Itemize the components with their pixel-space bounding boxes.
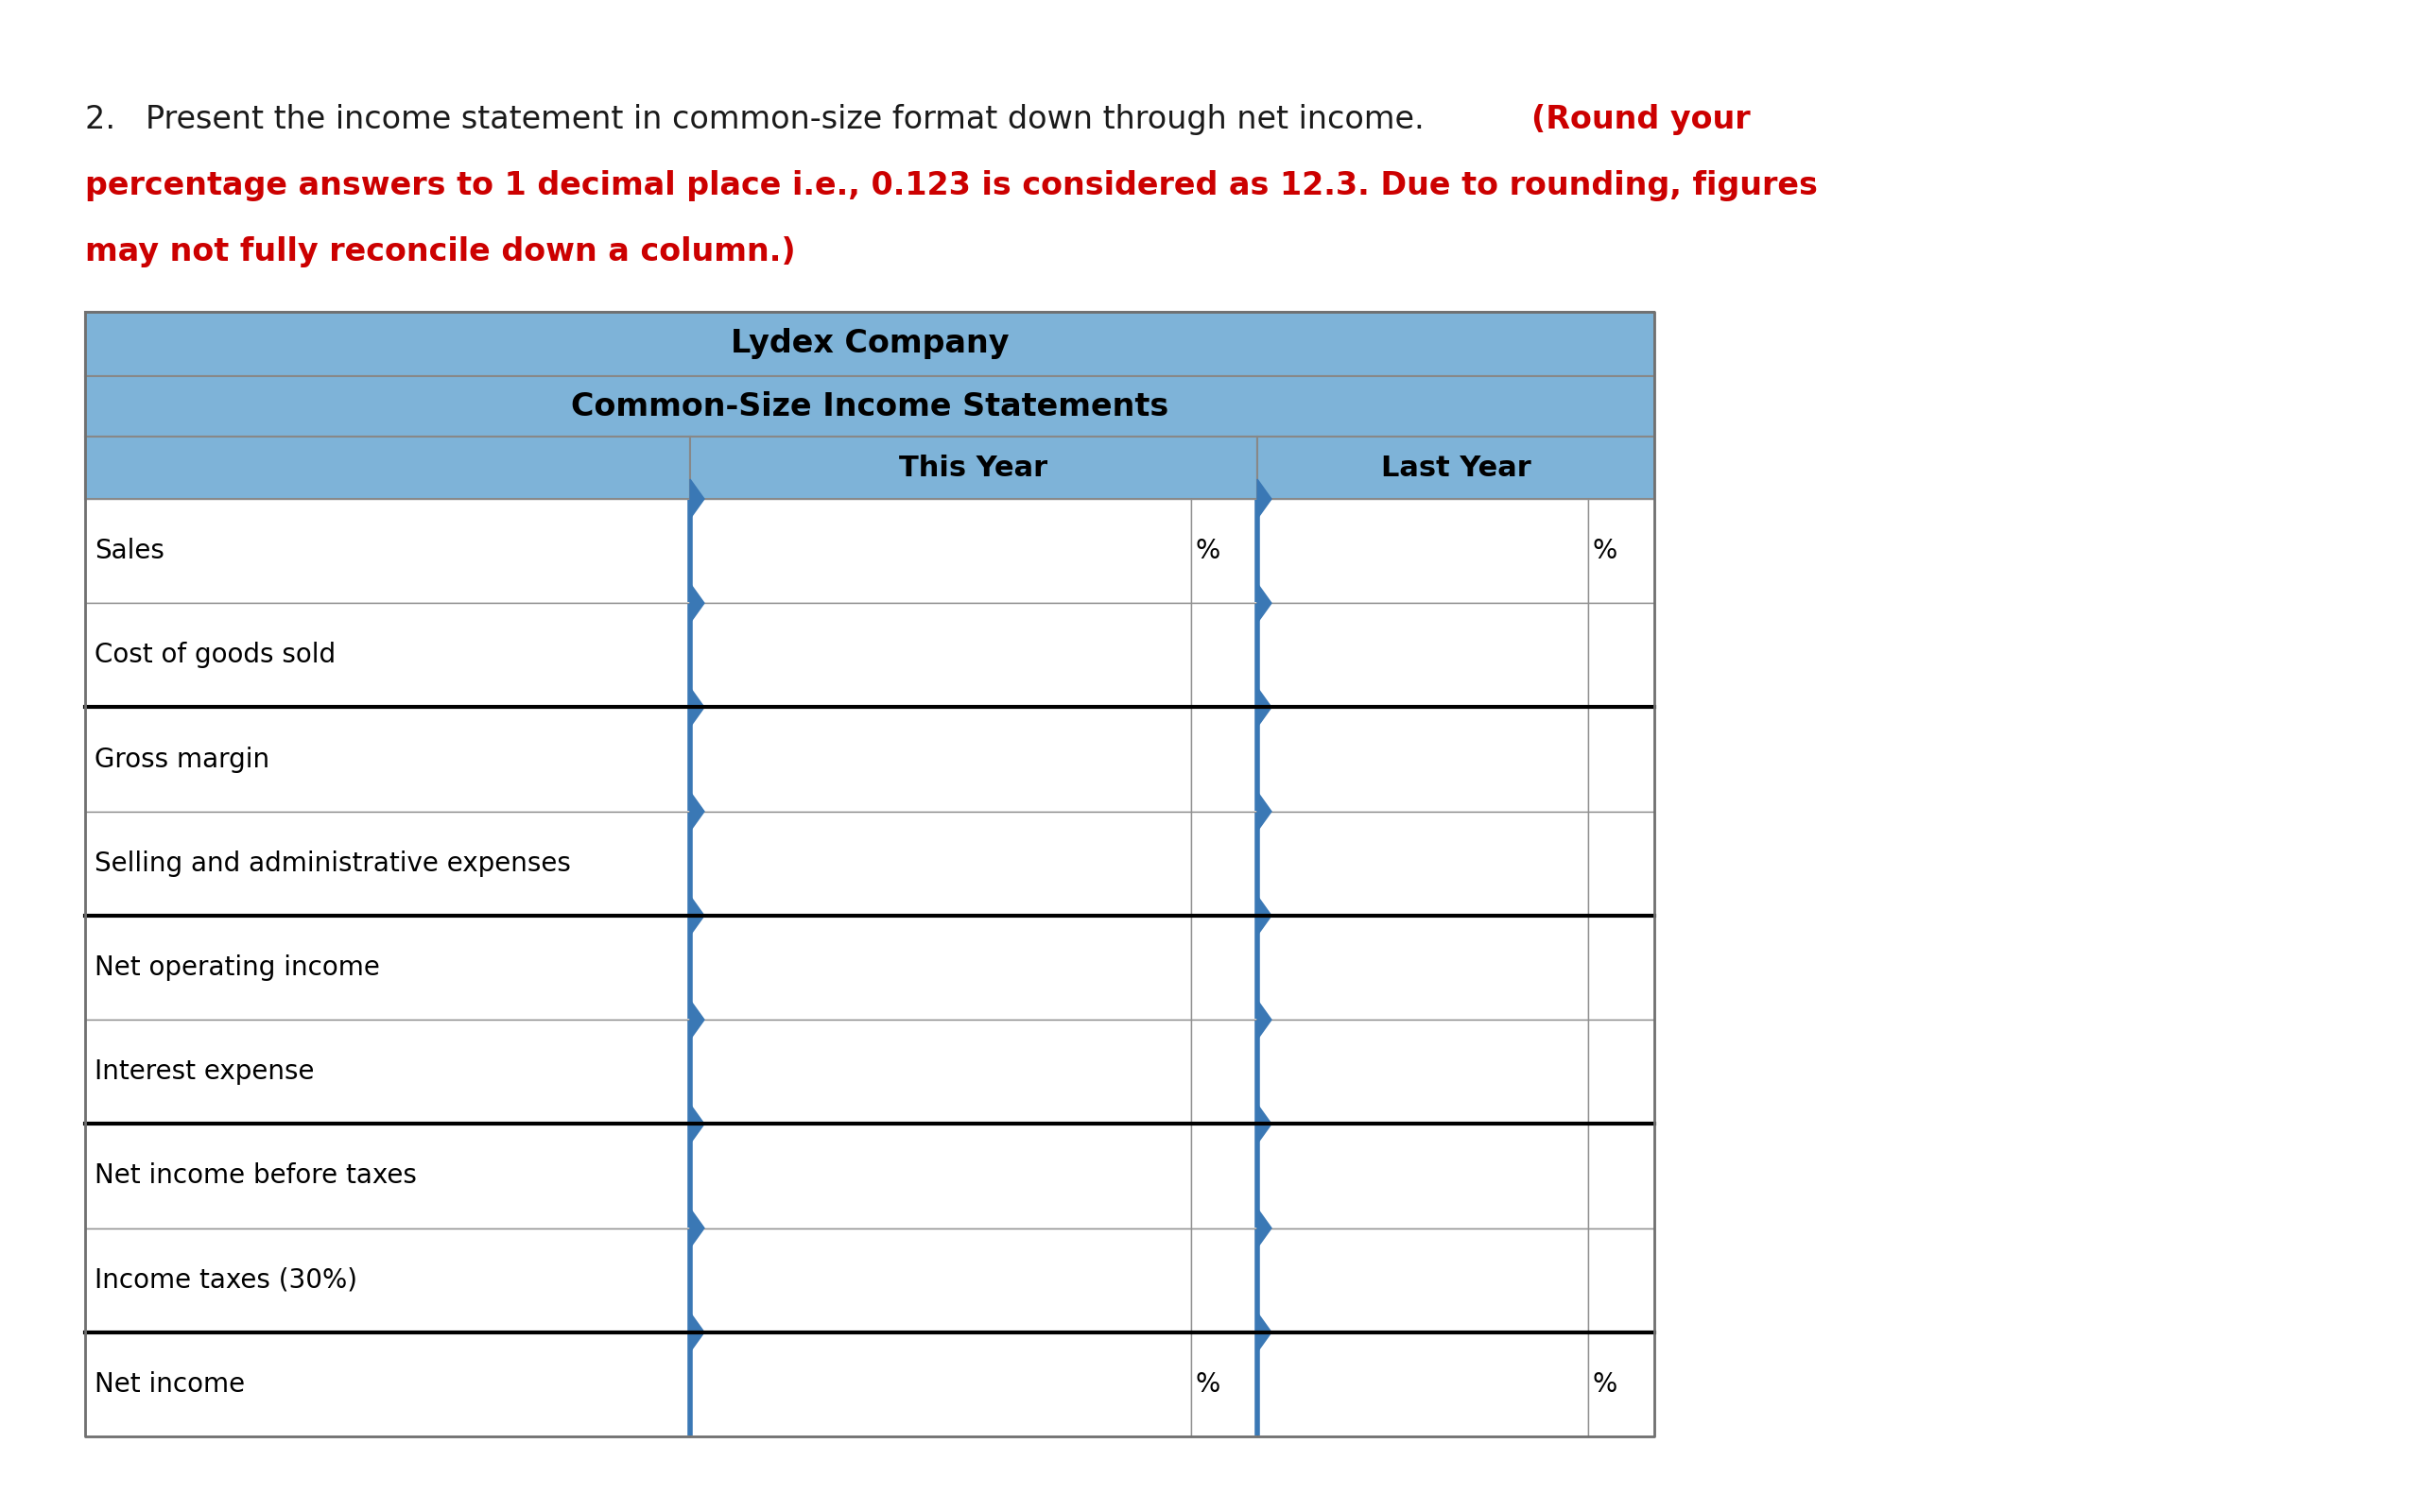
Polygon shape (690, 584, 704, 623)
Text: Common-Size Income Statements: Common-Size Income Statements (571, 390, 1169, 422)
Bar (1258, 437, 1655, 499)
Polygon shape (1258, 895, 1270, 936)
Text: Interest expense: Interest expense (94, 1058, 315, 1086)
Bar (690, 499, 1191, 603)
Text: Net operating income: Net operating income (94, 954, 380, 981)
Bar (1191, 603, 1258, 708)
Bar (1191, 708, 1258, 812)
Bar (1191, 812, 1258, 916)
Bar (85, 812, 690, 916)
Bar (1191, 1123, 1258, 1228)
Bar (690, 1123, 1191, 1228)
Bar (1191, 1228, 1258, 1332)
Bar (85, 916, 690, 1019)
Bar (1258, 1332, 1588, 1436)
Polygon shape (690, 999, 704, 1040)
Bar (1258, 1123, 1588, 1228)
Bar (1588, 916, 1655, 1019)
Polygon shape (690, 1312, 704, 1352)
Bar (85, 1123, 690, 1228)
Polygon shape (690, 792, 704, 832)
Text: %: % (1592, 1371, 1617, 1397)
Polygon shape (690, 895, 704, 936)
Text: (Round your: (Round your (1532, 104, 1750, 135)
Bar (690, 708, 1191, 812)
Bar (1258, 916, 1588, 1019)
Bar (690, 812, 1191, 916)
Bar (1588, 812, 1655, 916)
Polygon shape (1258, 584, 1270, 623)
Polygon shape (1258, 999, 1270, 1040)
Bar (690, 603, 1191, 708)
Text: %: % (1592, 538, 1617, 564)
Text: Cost of goods sold: Cost of goods sold (94, 643, 336, 668)
Bar (85, 1332, 690, 1436)
Bar (1191, 1332, 1258, 1436)
Bar (690, 1019, 1191, 1123)
Bar (85, 499, 690, 603)
Bar (85, 603, 690, 708)
Bar (1588, 499, 1655, 603)
Bar (1258, 812, 1588, 916)
Polygon shape (1258, 1104, 1270, 1143)
Bar (690, 1228, 1191, 1332)
Bar (85, 437, 690, 499)
Text: Lydex Company: Lydex Company (731, 328, 1009, 360)
Text: Net income before taxes: Net income before taxes (94, 1163, 416, 1190)
Bar (1588, 1019, 1655, 1123)
Bar (85, 1228, 690, 1332)
Bar (85, 376, 1655, 437)
Text: Net income: Net income (94, 1371, 244, 1397)
Text: %: % (1195, 1371, 1220, 1397)
Polygon shape (1258, 1208, 1270, 1247)
Polygon shape (690, 1208, 704, 1247)
Bar (1588, 1123, 1655, 1228)
Bar (1258, 603, 1588, 708)
Bar (1588, 603, 1655, 708)
Bar (1258, 1019, 1588, 1123)
Bar (85, 1019, 690, 1123)
Bar (85, 311, 1655, 376)
Text: Income taxes (30%): Income taxes (30%) (94, 1267, 358, 1293)
Text: %: % (1195, 538, 1220, 564)
Bar (1588, 1332, 1655, 1436)
Bar (85, 708, 690, 812)
Bar (1258, 499, 1588, 603)
Polygon shape (1258, 792, 1270, 832)
Text: Last Year: Last Year (1382, 454, 1532, 481)
Text: Selling and administrative expenses: Selling and administrative expenses (94, 850, 571, 877)
Text: percentage answers to 1 decimal place i.e., 0.123 is considered as 12.3. Due to : percentage answers to 1 decimal place i.… (85, 169, 1817, 201)
Bar (1258, 708, 1588, 812)
Polygon shape (1258, 1312, 1270, 1352)
Bar (1191, 499, 1258, 603)
Text: Gross margin: Gross margin (94, 745, 269, 773)
Text: 2.   Present the income statement in common-size format down through net income.: 2. Present the income statement in commo… (85, 104, 1435, 135)
Bar (1191, 1019, 1258, 1123)
Bar (1588, 1228, 1655, 1332)
Text: This Year: This Year (900, 454, 1048, 481)
Bar (1258, 1228, 1588, 1332)
Polygon shape (1258, 479, 1270, 519)
Polygon shape (690, 1104, 704, 1143)
Polygon shape (690, 479, 704, 519)
Polygon shape (690, 688, 704, 727)
Bar (1588, 708, 1655, 812)
Bar (690, 916, 1191, 1019)
Bar (690, 437, 1258, 499)
Bar (1191, 916, 1258, 1019)
Bar (690, 1332, 1191, 1436)
Text: may not fully reconcile down a column.): may not fully reconcile down a column.) (85, 236, 796, 268)
Text: Sales: Sales (94, 538, 165, 564)
Polygon shape (1258, 688, 1270, 727)
